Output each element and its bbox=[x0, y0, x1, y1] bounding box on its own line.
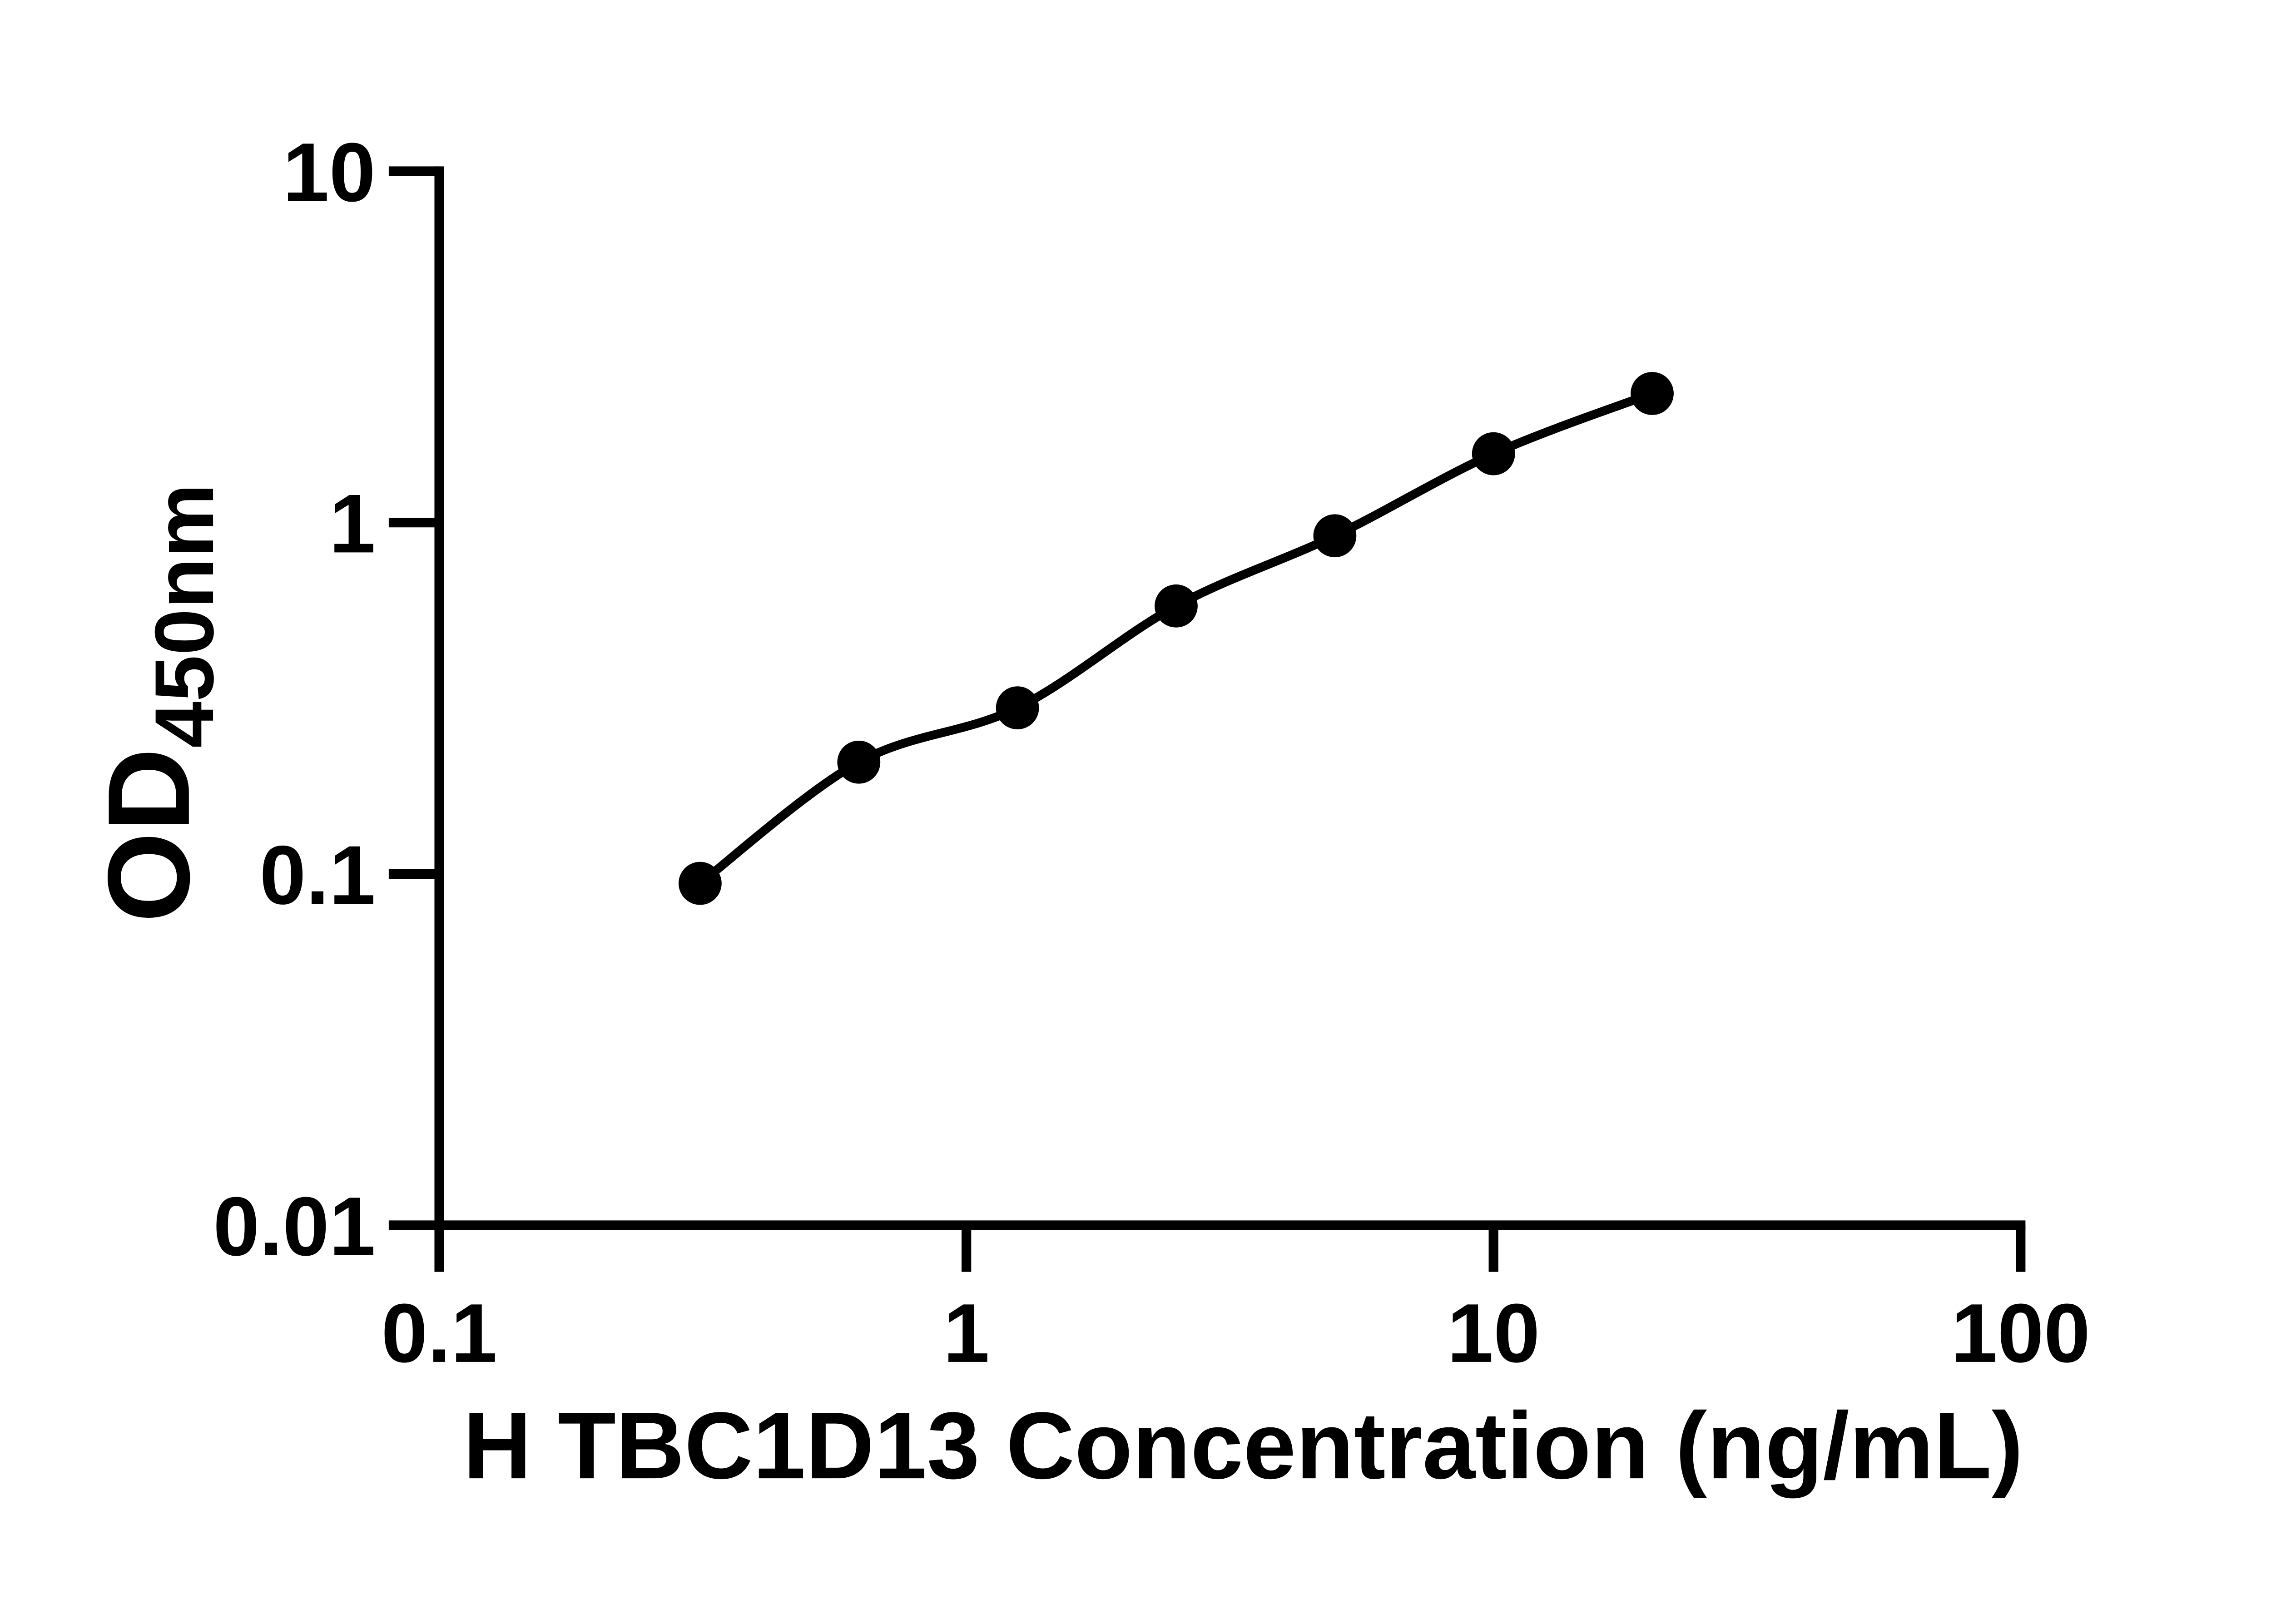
data-point-marker bbox=[1631, 372, 1674, 415]
y-tick-label: 10 bbox=[283, 126, 375, 219]
x-tick-label: 10 bbox=[1447, 1287, 1540, 1380]
data-point-marker bbox=[996, 686, 1039, 729]
data-point-marker bbox=[837, 740, 881, 784]
x-tick-label: 100 bbox=[1951, 1287, 2090, 1380]
data-point-marker bbox=[1313, 514, 1357, 558]
y-axis-ticks: 10 1 0.1 0.01 bbox=[213, 126, 440, 1273]
y-axis-title-subscript: 450nm bbox=[138, 484, 231, 748]
x-tick-label: 1 bbox=[943, 1287, 990, 1380]
y-tick-label: 1 bbox=[329, 477, 376, 570]
data-point-marker bbox=[679, 862, 722, 905]
y-axis-title-main: OD bbox=[84, 748, 214, 922]
y-tick-label: 0.01 bbox=[213, 1180, 376, 1273]
data-point-marker bbox=[1155, 584, 1198, 628]
data-points bbox=[679, 372, 1674, 905]
data-point-marker bbox=[1472, 432, 1515, 475]
y-axis: 10 1 0.1 0.01 bbox=[213, 126, 444, 1273]
y-tick-label: 0.1 bbox=[259, 828, 375, 921]
x-tick-label: 0.1 bbox=[381, 1287, 497, 1380]
x-axis-ticks: 0.1 1 10 100 bbox=[381, 1225, 2090, 1380]
x-axis-title: H TBC1D13 Concentration (ng/mL) bbox=[463, 1393, 2023, 1499]
y-axis-title: OD450nm bbox=[84, 484, 231, 923]
x-axis: 0.1 1 10 100 bbox=[381, 1220, 2090, 1380]
